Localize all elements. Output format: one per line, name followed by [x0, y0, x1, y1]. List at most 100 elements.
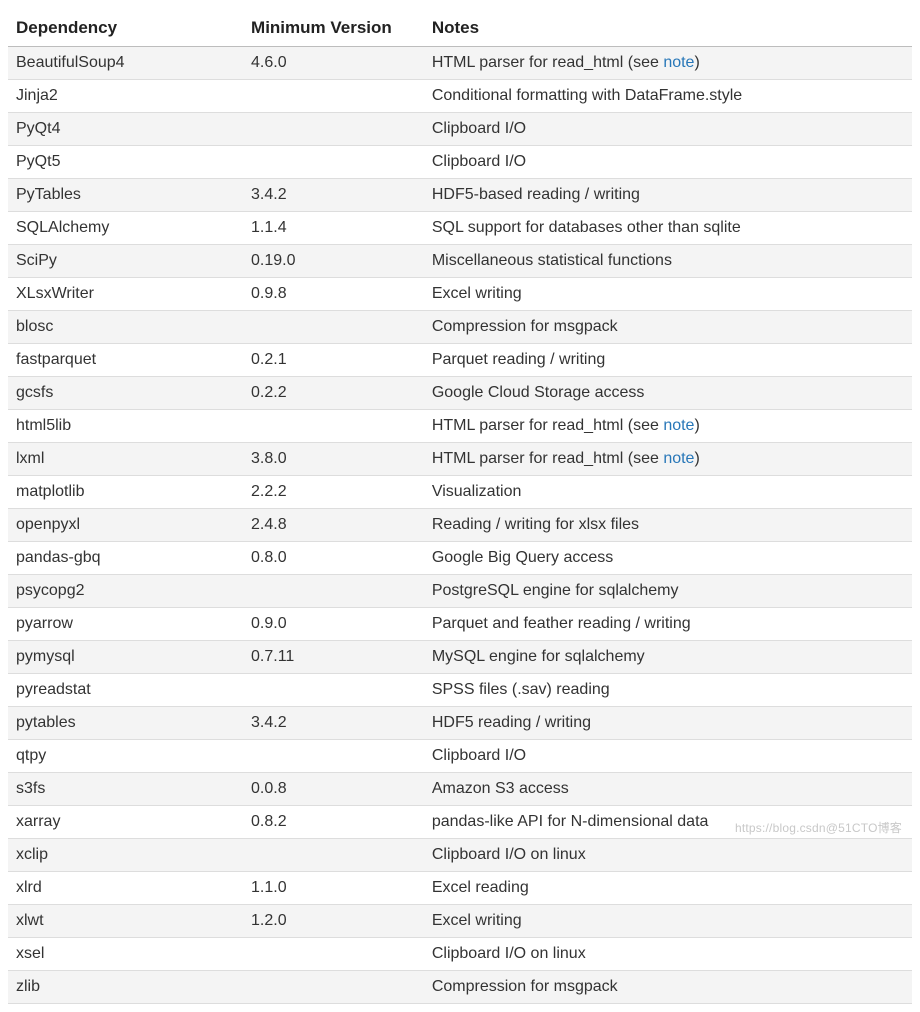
cell-version: 0.0.8 [243, 773, 424, 806]
table-row: xlrd1.1.0Excel reading [8, 872, 912, 905]
cell-version: 2.2.2 [243, 476, 424, 509]
cell-dependency: BeautifulSoup4 [8, 47, 243, 80]
cell-version: 0.8.0 [243, 542, 424, 575]
cell-version: 0.2.1 [243, 344, 424, 377]
cell-version [243, 410, 424, 443]
table-row: pytables3.4.2HDF5 reading / writing [8, 707, 912, 740]
cell-notes: Clipboard I/O on linux [424, 839, 912, 872]
cell-notes: Clipboard I/O on linux [424, 938, 912, 971]
cell-dependency: Jinja2 [8, 80, 243, 113]
cell-dependency: fastparquet [8, 344, 243, 377]
cell-version: 4.6.0 [243, 47, 424, 80]
cell-dependency: XLsxWriter [8, 278, 243, 311]
cell-notes: Amazon S3 access [424, 773, 912, 806]
note-link[interactable]: note [663, 450, 694, 467]
cell-notes: HDF5-based reading / writing [424, 179, 912, 212]
cell-dependency: lxml [8, 443, 243, 476]
table-row: xlwt1.2.0Excel writing [8, 905, 912, 938]
table-row: pandas-gbq0.8.0Google Big Query access [8, 542, 912, 575]
cell-dependency: pytables [8, 707, 243, 740]
cell-version [243, 971, 424, 1004]
col-header-version: Minimum Version [243, 8, 424, 47]
cell-notes: HTML parser for read_html (see note) [424, 47, 912, 80]
cell-dependency: pyarrow [8, 608, 243, 641]
table-row: SQLAlchemy1.1.4SQL support for databases… [8, 212, 912, 245]
cell-version: 1.1.4 [243, 212, 424, 245]
cell-notes: Visualization [424, 476, 912, 509]
cell-dependency: SQLAlchemy [8, 212, 243, 245]
table-row: pymysql0.7.11MySQL engine for sqlalchemy [8, 641, 912, 674]
cell-notes: MySQL engine for sqlalchemy [424, 641, 912, 674]
cell-dependency: xsel [8, 938, 243, 971]
table-row: blosc Compression for msgpack [8, 311, 912, 344]
cell-dependency: xlrd [8, 872, 243, 905]
table-row: openpyxl2.4.8Reading / writing for xlsx … [8, 509, 912, 542]
cell-version: 3.4.2 [243, 179, 424, 212]
table-row: psycopg2PostgreSQL engine for sqlalchemy [8, 575, 912, 608]
cell-notes: pandas-like API for N-dimensional data [424, 806, 912, 839]
cell-version [243, 113, 424, 146]
cell-notes: HTML parser for read_html (see note) [424, 443, 912, 476]
cell-version [243, 80, 424, 113]
cell-dependency: xarray [8, 806, 243, 839]
cell-notes: Excel writing [424, 278, 912, 311]
table-row: pyreadstat SPSS files (.sav) reading [8, 674, 912, 707]
cell-notes: HTML parser for read_html (see note) [424, 410, 912, 443]
cell-dependency: psycopg2 [8, 575, 243, 608]
table-row: qtpyClipboard I/O [8, 740, 912, 773]
cell-version [243, 938, 424, 971]
table-row: Jinja2Conditional formatting with DataFr… [8, 80, 912, 113]
cell-version [243, 575, 424, 608]
cell-notes: Parquet reading / writing [424, 344, 912, 377]
cell-version: 0.19.0 [243, 245, 424, 278]
note-link[interactable]: note [663, 54, 694, 71]
col-header-dependency: Dependency [8, 8, 243, 47]
cell-version: 0.9.0 [243, 608, 424, 641]
table-row: PyQt4Clipboard I/O [8, 113, 912, 146]
cell-dependency: matplotlib [8, 476, 243, 509]
cell-dependency: blosc [8, 311, 243, 344]
table-row: PyQt5 Clipboard I/O [8, 146, 912, 179]
cell-dependency: PyTables [8, 179, 243, 212]
cell-notes: Google Big Query access [424, 542, 912, 575]
cell-dependency: qtpy [8, 740, 243, 773]
cell-dependency: xclip [8, 839, 243, 872]
cell-version: 1.1.0 [243, 872, 424, 905]
table-row: xarray0.8.2pandas-like API for N-dimensi… [8, 806, 912, 839]
table-row: XLsxWriter0.9.8Excel writing [8, 278, 912, 311]
cell-notes: Excel writing [424, 905, 912, 938]
cell-notes: Compression for msgpack [424, 311, 912, 344]
cell-dependency: pyreadstat [8, 674, 243, 707]
cell-notes: Clipboard I/O [424, 113, 912, 146]
table-row: fastparquet0.2.1Parquet reading / writin… [8, 344, 912, 377]
note-link[interactable]: note [663, 417, 694, 434]
table-row: xclip Clipboard I/O on linux [8, 839, 912, 872]
table-row: gcsfs0.2.2Google Cloud Storage access [8, 377, 912, 410]
table-row: s3fs0.0.8Amazon S3 access [8, 773, 912, 806]
cell-notes: SPSS files (.sav) reading [424, 674, 912, 707]
cell-version [243, 740, 424, 773]
cell-version: 2.4.8 [243, 509, 424, 542]
cell-version [243, 839, 424, 872]
cell-version: 0.8.2 [243, 806, 424, 839]
cell-notes: SQL support for databases other than sql… [424, 212, 912, 245]
cell-dependency: s3fs [8, 773, 243, 806]
cell-dependency: xlwt [8, 905, 243, 938]
cell-version: 3.8.0 [243, 443, 424, 476]
cell-dependency: PyQt5 [8, 146, 243, 179]
cell-dependency: gcsfs [8, 377, 243, 410]
cell-dependency: pandas-gbq [8, 542, 243, 575]
cell-version: 0.7.11 [243, 641, 424, 674]
cell-version [243, 311, 424, 344]
dependencies-table: Dependency Minimum Version Notes Beautif… [8, 8, 912, 1004]
cell-notes: Clipboard I/O [424, 146, 912, 179]
table-row: SciPy0.19.0Miscellaneous statistical fun… [8, 245, 912, 278]
cell-notes: Reading / writing for xlsx files [424, 509, 912, 542]
cell-version: 0.2.2 [243, 377, 424, 410]
cell-dependency: pymysql [8, 641, 243, 674]
table-header-row: Dependency Minimum Version Notes [8, 8, 912, 47]
table-row: xsel Clipboard I/O on linux [8, 938, 912, 971]
table-body: BeautifulSoup44.6.0HTML parser for read_… [8, 47, 912, 1004]
cell-version [243, 674, 424, 707]
cell-version: 3.4.2 [243, 707, 424, 740]
